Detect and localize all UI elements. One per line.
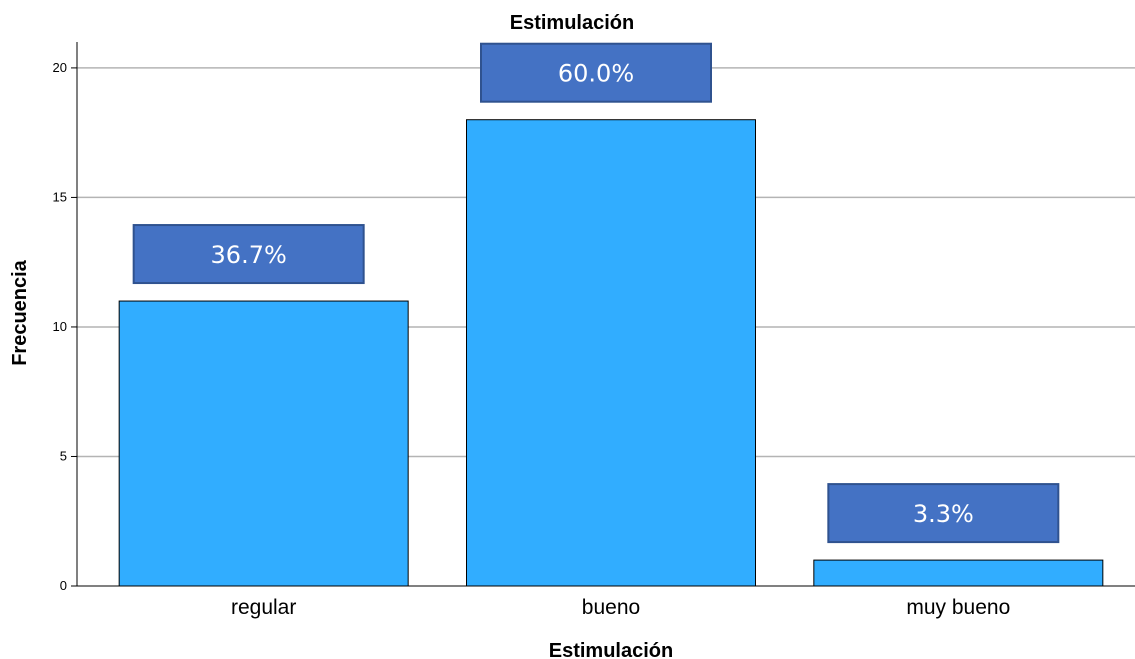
chart-title: Estimulación [510,12,634,34]
x-category-label: regular [231,596,296,619]
axes [76,42,1135,587]
y-axis-ticks: 0 5 10 15 20 [53,60,77,593]
y-tick-label: 0 [60,578,67,593]
data-label: 36.7% [211,241,287,269]
data-label: 3.3% [913,500,974,528]
bar-bueno [466,119,756,587]
data-labels: 36.7% 60.0% 3.3% [132,42,1060,544]
x-category-label: bueno [582,596,640,619]
x-axis-categories: regular bueno muy bueno [231,596,1010,619]
data-label-box [827,483,1060,544]
y-axis-title: Frecuencia [9,259,31,365]
y-tick-label: 20 [53,60,67,75]
bar-regular [118,300,409,587]
data-label: 60.0% [558,60,634,88]
bar-muy-bueno [813,559,1104,587]
y-tick-label: 10 [53,319,67,334]
data-label-box [480,42,712,103]
y-tick-label: 5 [60,448,67,463]
x-category-label: muy bueno [906,596,1010,619]
y-tick-label: 15 [53,189,67,204]
data-label-box [132,224,365,285]
x-axis-title: Estimulación [549,640,673,659]
